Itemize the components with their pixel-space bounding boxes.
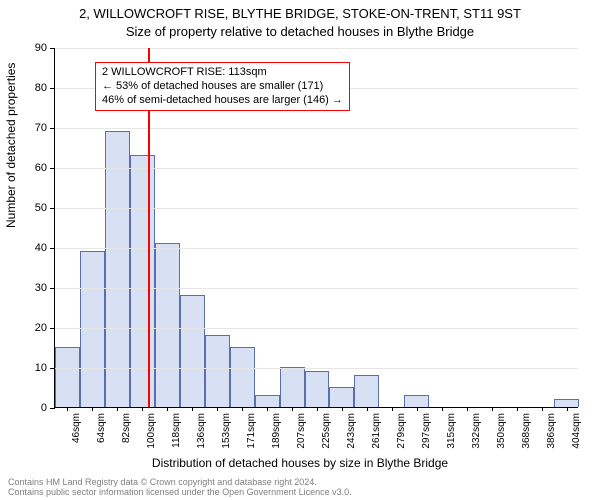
- bar: [255, 395, 280, 407]
- chart-container: 2, WILLOWCROFT RISE, BLYTHE BRIDGE, STOK…: [0, 0, 600, 500]
- x-tick-mark: [367, 407, 368, 411]
- annotation-box: 2 WILLOWCROFT RISE: 113sqm← 53% of detac…: [95, 62, 350, 111]
- bar: [404, 395, 429, 407]
- grid-line: [55, 168, 578, 169]
- y-tick-label: 90: [35, 42, 47, 54]
- y-tick-mark: [50, 248, 55, 249]
- bar: [205, 335, 230, 407]
- x-tick-mark: [117, 407, 118, 411]
- y-tick-mark: [50, 368, 55, 369]
- y-tick-label: 80: [35, 82, 47, 94]
- y-axis-label: Number of detached properties: [4, 63, 18, 228]
- x-tick-label: 404sqm: [571, 413, 582, 449]
- y-tick-mark: [50, 328, 55, 329]
- x-tick-mark: [67, 407, 68, 411]
- x-tick-mark: [467, 407, 468, 411]
- grid-line: [55, 328, 578, 329]
- x-tick-mark: [517, 407, 518, 411]
- y-tick-label: 70: [35, 122, 47, 134]
- x-tick-mark: [192, 407, 193, 411]
- bar: [80, 251, 105, 407]
- x-tick-label: 261sqm: [371, 413, 382, 449]
- y-tick-mark: [50, 408, 55, 409]
- grid-line: [55, 248, 578, 249]
- x-tick-label: 350sqm: [496, 413, 507, 449]
- bar: [329, 387, 354, 407]
- x-tick-mark: [567, 407, 568, 411]
- y-tick-mark: [50, 288, 55, 289]
- bar: [554, 399, 579, 407]
- x-tick-label: 64sqm: [96, 413, 107, 443]
- x-tick-label: 171sqm: [246, 413, 257, 449]
- bar: [155, 243, 180, 407]
- bar: [105, 131, 130, 407]
- x-tick-label: 118sqm: [171, 413, 182, 448]
- bar: [130, 155, 155, 407]
- x-tick-mark: [417, 407, 418, 411]
- y-tick-label: 60: [35, 162, 47, 174]
- x-tick-mark: [392, 407, 393, 411]
- annotation-line: 2 WILLOWCROFT RISE: 113sqm: [102, 66, 343, 80]
- x-tick-mark: [242, 407, 243, 411]
- x-tick-mark: [317, 407, 318, 411]
- x-tick-label: 225sqm: [321, 413, 332, 449]
- x-tick-mark: [167, 407, 168, 411]
- grid-line: [55, 368, 578, 369]
- x-tick-label: 368sqm: [521, 413, 532, 449]
- x-tick-mark: [92, 407, 93, 411]
- x-tick-label: 332sqm: [471, 413, 482, 449]
- grid-line: [55, 208, 578, 209]
- plot-area: 010203040506070809046sqm64sqm82sqm100sqm…: [54, 48, 578, 408]
- x-tick-label: 279sqm: [396, 413, 407, 449]
- grid-line: [55, 128, 578, 129]
- y-tick-label: 40: [35, 242, 47, 254]
- footer-line: Contains public sector information licen…: [8, 488, 352, 498]
- x-axis-label: Distribution of detached houses by size …: [0, 456, 600, 470]
- y-tick-mark: [50, 48, 55, 49]
- x-tick-label: 82sqm: [121, 413, 132, 443]
- x-tick-label: 243sqm: [346, 413, 357, 449]
- x-tick-label: 153sqm: [221, 413, 232, 449]
- bar: [180, 295, 205, 407]
- y-tick-label: 10: [35, 362, 47, 374]
- x-tick-label: 297sqm: [421, 413, 432, 449]
- y-tick-mark: [50, 208, 55, 209]
- grid-line: [55, 48, 578, 49]
- x-tick-label: 100sqm: [146, 413, 157, 449]
- y-tick-label: 50: [35, 202, 47, 214]
- x-tick-mark: [217, 407, 218, 411]
- y-tick-label: 0: [41, 402, 47, 414]
- y-tick-mark: [50, 168, 55, 169]
- x-tick-mark: [442, 407, 443, 411]
- grid-line: [55, 288, 578, 289]
- y-tick-mark: [50, 88, 55, 89]
- x-tick-label: 207sqm: [296, 413, 307, 449]
- bar: [230, 347, 255, 407]
- y-tick-label: 20: [35, 322, 47, 334]
- annotation-line: ← 53% of detached houses are smaller (17…: [102, 80, 343, 94]
- x-tick-mark: [267, 407, 268, 411]
- annotation-line: 46% of semi-detached houses are larger (…: [102, 94, 343, 108]
- x-tick-label: 136sqm: [196, 413, 207, 449]
- chart-title-line2: Size of property relative to detached ho…: [0, 24, 600, 39]
- bar: [280, 367, 305, 407]
- y-tick-label: 30: [35, 282, 47, 294]
- x-tick-mark: [142, 407, 143, 411]
- chart-title-line1: 2, WILLOWCROFT RISE, BLYTHE BRIDGE, STOK…: [0, 6, 600, 21]
- x-tick-mark: [342, 407, 343, 411]
- x-tick-label: 189sqm: [271, 413, 282, 449]
- footer-attribution: Contains HM Land Registry data © Crown c…: [8, 478, 352, 498]
- x-tick-mark: [542, 407, 543, 411]
- x-tick-label: 46sqm: [71, 413, 82, 443]
- bar: [354, 375, 379, 407]
- bar: [305, 371, 330, 407]
- y-tick-mark: [50, 128, 55, 129]
- x-tick-mark: [492, 407, 493, 411]
- x-tick-label: 386sqm: [546, 413, 557, 449]
- bar: [55, 347, 80, 407]
- x-tick-label: 315sqm: [446, 413, 457, 449]
- x-tick-mark: [292, 407, 293, 411]
